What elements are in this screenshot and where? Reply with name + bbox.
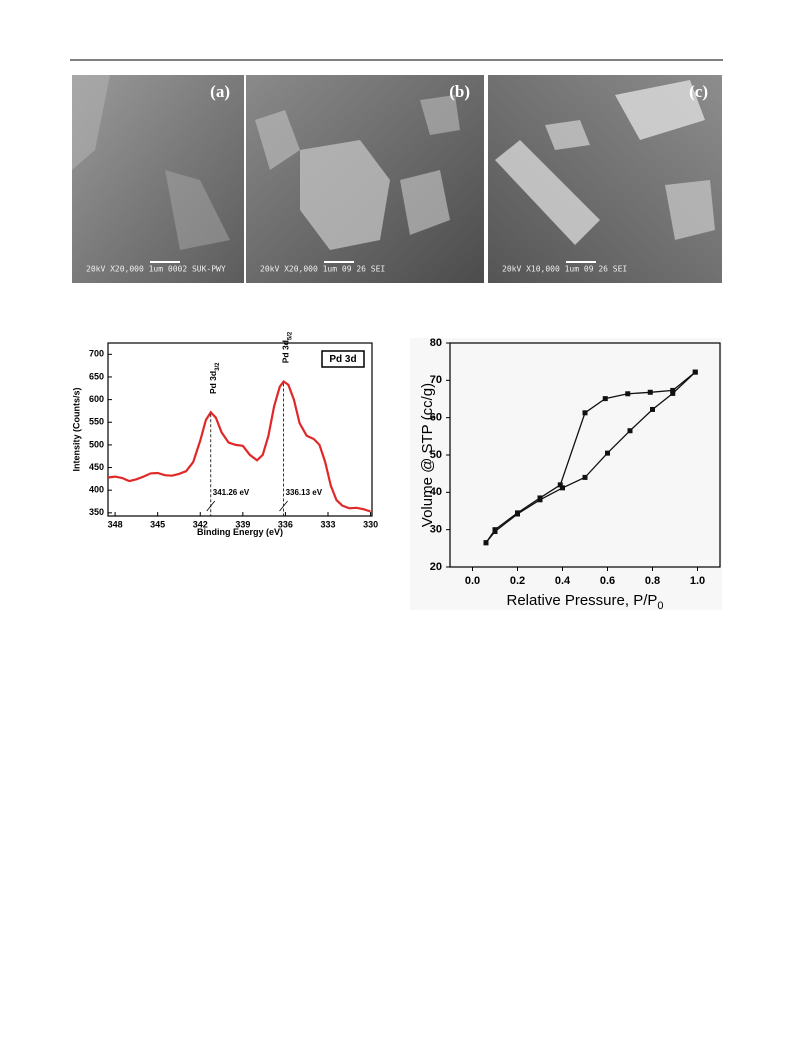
- x-tick-label: 333: [320, 519, 335, 529]
- y-axis-label: Intensity (Counts/s): [71, 387, 81, 471]
- y-tick-label: 350: [89, 507, 104, 517]
- data-line: [107, 379, 371, 513]
- data-marker: [602, 396, 608, 402]
- peak-leader: [206, 500, 216, 512]
- legend-box: [321, 350, 365, 368]
- y-axis-label: Volume @ STP (cc/g): [419, 383, 436, 527]
- x-axis-label: Binding Energy (eV): [197, 527, 283, 537]
- peak-label-sub: 5/2: [287, 331, 293, 340]
- data-marker: [557, 482, 563, 488]
- data-marker: [670, 390, 676, 396]
- y-tick-label: 20: [430, 561, 442, 573]
- sem-info-bar: 20kV X20,000 1um 09 26 SEI: [260, 265, 385, 274]
- data-marker: [650, 406, 655, 412]
- y-tick-label: 70: [430, 374, 442, 386]
- peak-leader: [279, 500, 288, 512]
- panel-label: (b): [449, 82, 470, 101]
- x-tick-label: 345: [150, 519, 165, 529]
- data-marker: [627, 428, 633, 434]
- x-tick-label: 0.8: [645, 575, 660, 587]
- x-tick-label: 0.2: [510, 575, 525, 587]
- data-marker: [492, 527, 498, 533]
- x-axis-label-sub: 0: [657, 600, 663, 612]
- x-tick-label: 339: [235, 519, 250, 529]
- x-tick-label: 336: [278, 519, 293, 529]
- sem-info-bar: 20kV X20,000 1um 0002 SUK-PWY: [86, 265, 226, 274]
- data-marker: [625, 391, 631, 397]
- y-tick-label: 600: [89, 394, 104, 404]
- data-marker: [560, 485, 565, 491]
- x-tick-label: 0.6: [600, 575, 615, 587]
- data-marker: [692, 369, 698, 375]
- peak-label: Pd 3d3/2: [208, 362, 220, 394]
- x-axis-label: Relative Pressure, P/P0: [506, 592, 663, 612]
- y-tick-label: 80: [430, 337, 442, 349]
- data-marker: [647, 389, 653, 395]
- peak-label-text: Pd 3d: [281, 340, 291, 363]
- peak-label-text: Pd 3d: [208, 371, 218, 394]
- x-tick-label: 1.0: [690, 575, 705, 587]
- peak-label: Pd 3d5/2: [281, 331, 293, 363]
- y-tick-label: 500: [89, 439, 104, 449]
- x-axis-label-text: Binding Energy (eV): [197, 527, 283, 537]
- charts: 348 345 342 339 336 333 3303504004505005506006…: [71, 331, 721, 612]
- x-tick-label: 0.4: [555, 575, 571, 587]
- y-tick-label: 450: [89, 462, 104, 472]
- legend-text: Pd 3d: [329, 354, 356, 365]
- chart-background: [410, 338, 722, 610]
- data-marker: [582, 474, 588, 480]
- x-tick-label: 330: [363, 519, 378, 529]
- data-marker: [582, 410, 588, 416]
- y-tick-label: 60: [430, 412, 442, 424]
- data-marker: [515, 510, 520, 516]
- peak-value-label: 336.13 eV: [286, 488, 323, 497]
- x-axis-label-text: Relative Pressure, P/P: [506, 592, 657, 609]
- sem-images: [72, 75, 722, 283]
- y-tick-label: 30: [430, 524, 442, 536]
- y-tick-label: 50: [430, 449, 442, 461]
- data-marker: [483, 540, 489, 546]
- plot-frame: [107, 342, 373, 517]
- x-tick-label: 0.0: [465, 575, 480, 587]
- panel-label: (c): [689, 82, 708, 101]
- y-tick-label: 550: [89, 417, 104, 427]
- peak-label-sub: 3/2: [214, 362, 220, 371]
- panel-label: (a): [210, 82, 230, 101]
- y-tick-label: 40: [430, 486, 442, 498]
- data-marker: [537, 495, 543, 501]
- x-tick-label: 348: [108, 519, 123, 529]
- x-tick-label: 342: [193, 519, 208, 529]
- sem-info-bar: 20kV X10,000 1um 09 26 SEI: [502, 265, 627, 274]
- y-tick-label: 700: [89, 349, 104, 359]
- data-marker: [670, 387, 676, 393]
- peak-value-label: 341.26 eV: [213, 488, 250, 497]
- sem-labels: (a) 20kV X20,000 1um 0002 SUK-PWY (b) 20kV …: [86, 82, 708, 274]
- y-tick-label: 650: [89, 371, 104, 381]
- data-marker: [605, 450, 610, 456]
- y-tick-label: 400: [89, 485, 104, 495]
